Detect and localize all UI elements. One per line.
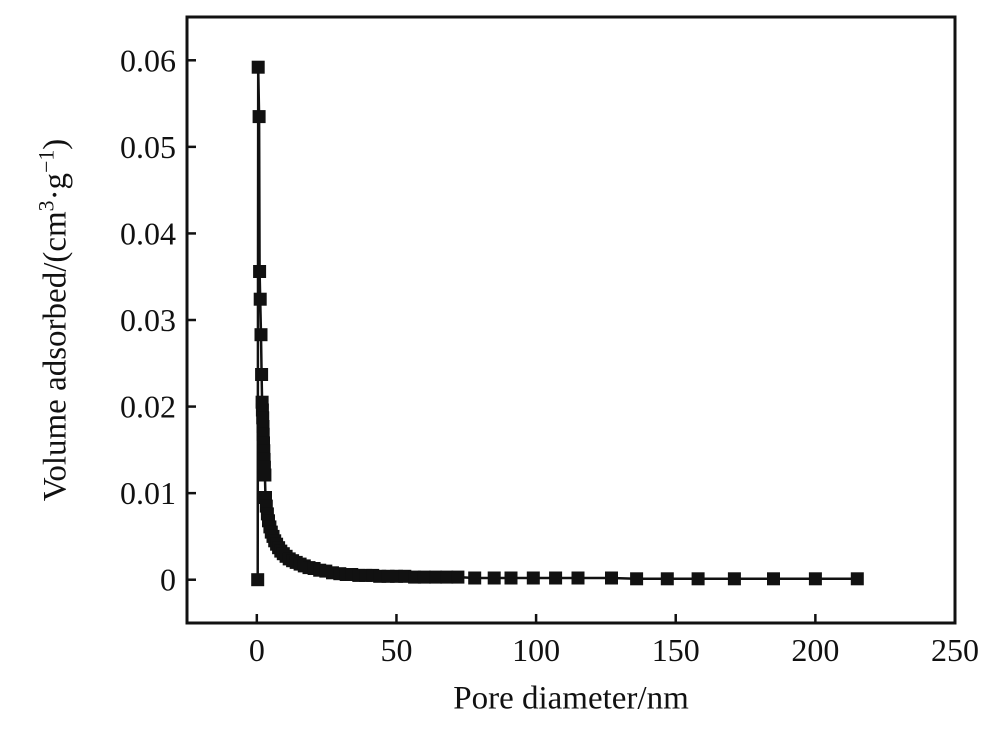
y-tick-label: 0.02 [120,389,176,425]
data-point-marker [398,569,412,583]
data-point-marker [408,570,422,584]
y-tick-label: 0.05 [120,129,176,165]
data-point-marker [254,328,268,342]
y-axis-label-text: Volume adsorbed/(cm [37,211,74,502]
data-point-marker [255,368,269,381]
data-point-marker [767,572,780,586]
data-point-marker [808,572,822,586]
data-point-marker [549,571,563,585]
y-axis-label-dot-g: ·g [37,172,74,201]
y-tick-label: 0.04 [120,215,176,251]
x-tick-label: 0 [249,632,265,668]
data-point-marker [571,571,585,585]
data-point-marker [251,60,265,74]
x-tick-label: 200 [791,632,839,668]
data-point-marker [417,570,431,584]
data-point-marker [251,573,265,587]
plot-frame [185,15,957,625]
data-point-marker [605,571,618,585]
y-axis-label-superscript-3: 3 [34,200,59,212]
data-point-marker [451,570,465,584]
y-tick-label: 0.06 [120,42,176,78]
data-point-marker [526,571,540,585]
data-point-marker [727,572,741,586]
data-point-marker [258,468,272,482]
y-tick-label: 0.01 [120,475,176,511]
data-point-marker [440,570,454,584]
data-point-marker [468,571,482,585]
y-axis-label-close-paren: ) [37,138,74,150]
x-axis-label-text: Pore diameter/nm [453,680,689,717]
data-point-marker [487,571,501,585]
data-point-marker [253,265,267,278]
x-axis-label: Pore diameter/nm [453,681,689,718]
data-point-marker [630,572,644,586]
data-point-marker [429,570,443,584]
y-tick-label: 0.03 [120,302,176,338]
data-point-marker [504,571,518,585]
x-tick-label: 250 [931,632,979,668]
x-tick-label: 50 [380,632,412,668]
y-axis-label: Volume adsorbed/(cm3·g−1) [34,138,75,502]
data-point-marker [252,110,266,124]
data-point-marker [850,572,864,586]
data-line [256,67,858,581]
x-tick-label: 100 [512,632,560,668]
data-point-marker [691,572,705,586]
data-point-marker [253,292,267,306]
x-tick-label: 150 [652,632,700,668]
y-axis-label-superscript-minus1: −1 [34,149,59,173]
data-point-marker [660,572,674,586]
y-tick-label: 0 [160,562,176,598]
